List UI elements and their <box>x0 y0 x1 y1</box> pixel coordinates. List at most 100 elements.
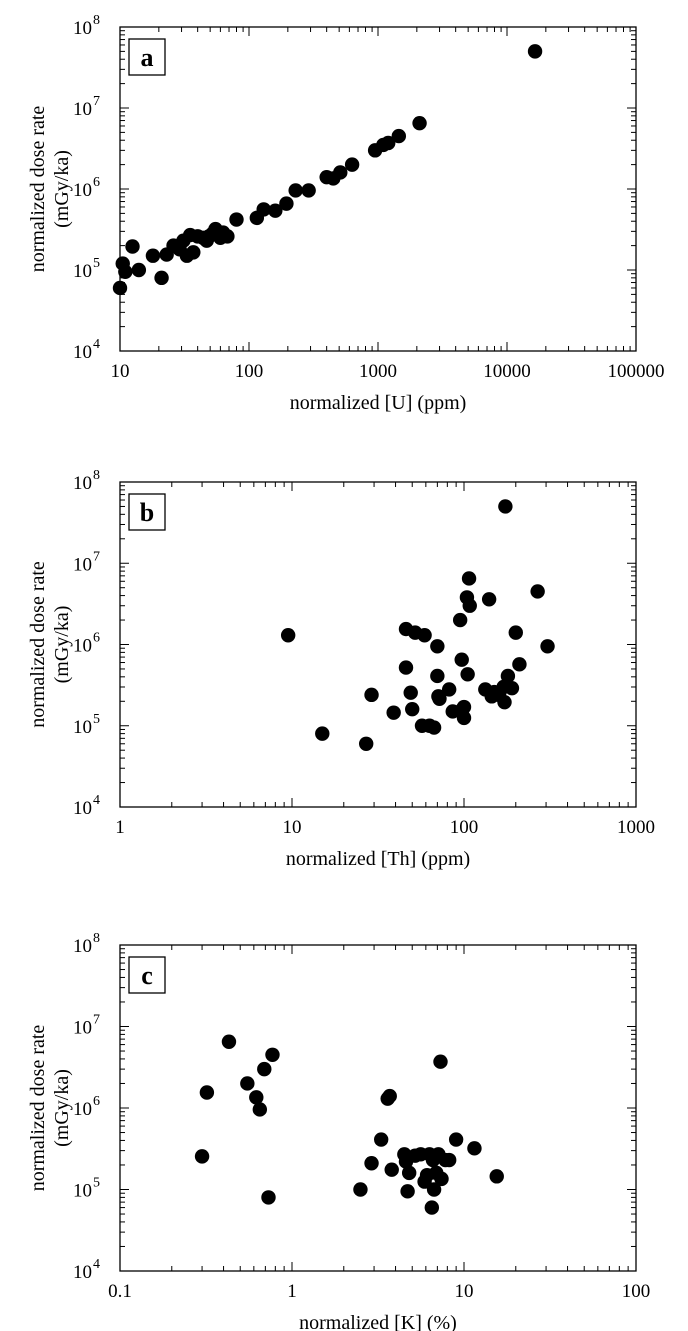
y-tick-exponent: 8 <box>93 931 100 946</box>
data-point <box>131 262 147 278</box>
data-point <box>145 248 161 263</box>
y-tick-label: 10 <box>73 717 92 738</box>
data-point <box>364 687 379 703</box>
data-point <box>315 726 330 741</box>
data-point <box>433 1054 448 1069</box>
plot-frame <box>119 26 637 352</box>
data-point <box>448 1132 464 1147</box>
data-point <box>412 115 427 131</box>
x-tick-label: 10000 <box>483 361 531 382</box>
data-point <box>489 1169 504 1184</box>
axis-ticks <box>119 26 637 352</box>
y-tick-label: 10 <box>73 473 92 494</box>
data-point <box>540 639 555 654</box>
x-axis-label: normalized [Th] (ppm) <box>286 848 470 870</box>
x-tick-label: 100000 <box>608 361 665 382</box>
panel-label-box <box>128 38 166 76</box>
y-tick-label: 10 <box>73 261 92 282</box>
data-point <box>249 1090 264 1105</box>
data-point <box>405 701 420 717</box>
axis-ticks <box>119 481 637 808</box>
data-point <box>454 652 469 667</box>
data-point <box>257 1061 272 1077</box>
data-point <box>434 1171 449 1187</box>
y-tick-label: 10 <box>73 1099 92 1120</box>
y-tick-label: 10 <box>73 1018 92 1039</box>
data-point <box>530 584 545 599</box>
data-point <box>353 1182 368 1197</box>
panel-label: c <box>141 961 153 990</box>
panel-label: b <box>140 498 154 527</box>
data-point <box>512 657 527 672</box>
data-point <box>430 639 445 654</box>
data-point <box>508 625 523 640</box>
y-tick-label: 10 <box>73 1181 92 1202</box>
axis-ticks <box>119 944 637 1272</box>
x-tick-label: 10 <box>455 1281 474 1302</box>
data-point <box>364 1156 379 1171</box>
data-point <box>432 691 447 706</box>
data-point <box>467 1141 482 1156</box>
panel-label-box <box>128 956 166 994</box>
data-point <box>279 196 294 211</box>
x-axis-label: normalized [U] (ppm) <box>290 392 467 414</box>
y-tick-exponent: 7 <box>93 549 100 564</box>
data-point <box>256 202 271 217</box>
data-point <box>382 1088 397 1104</box>
y-tick-exponent: 5 <box>93 1176 100 1191</box>
data-point <box>268 203 283 218</box>
y-tick-label: 10 <box>73 99 92 120</box>
data-point <box>154 270 169 286</box>
data-point <box>386 705 401 720</box>
data-point <box>498 499 513 514</box>
data-point <box>252 1102 268 1117</box>
data-point <box>220 229 235 244</box>
y-tick-label: 10 <box>73 798 92 819</box>
y-tick-label: 10 <box>73 636 92 657</box>
data-point <box>441 682 457 697</box>
y-tick-exponent: 8 <box>93 468 100 483</box>
panel-label-box <box>128 493 166 531</box>
x-tick-label: 10 <box>283 817 302 838</box>
y-axis-label: normalized dose rate <box>27 1025 49 1192</box>
x-tick-label: 1000 <box>359 361 397 382</box>
data-point <box>417 628 432 643</box>
x-tick-label: 10 <box>111 361 130 382</box>
data-point <box>344 157 360 172</box>
y-axis-label: normalized dose rate <box>27 561 49 728</box>
data-point <box>358 736 374 751</box>
y-tick-label: 10 <box>73 180 92 201</box>
data-point <box>381 135 396 151</box>
data-point <box>333 165 348 180</box>
x-axis-label: normalized [K] (%) <box>299 1312 457 1331</box>
data-point <box>265 1047 280 1062</box>
data-point <box>426 1182 442 1197</box>
data-point <box>280 628 296 643</box>
data-point <box>481 592 497 607</box>
data-point <box>384 1162 399 1177</box>
x-tick-label: 0.1 <box>108 1281 132 1302</box>
y-tick-exponent: 6 <box>93 631 100 646</box>
data-point <box>229 212 244 227</box>
data-point <box>424 1200 440 1215</box>
data-point <box>504 680 520 696</box>
data-point <box>301 183 316 198</box>
data-point <box>118 264 133 280</box>
data-point <box>426 720 442 735</box>
data-point <box>373 1132 389 1147</box>
x-tick-label: 100 <box>450 817 479 838</box>
x-tick-label: 1 <box>115 817 125 838</box>
data-point <box>403 685 418 700</box>
data-point <box>400 1184 415 1199</box>
data-point <box>112 280 128 296</box>
x-tick-label: 1000 <box>617 817 655 838</box>
y-tick-exponent: 5 <box>93 712 100 727</box>
data-point <box>452 612 468 628</box>
data-point <box>462 598 477 613</box>
y-tick-exponent: 8 <box>93 13 100 28</box>
y-tick-exponent: 5 <box>93 256 100 271</box>
data-point <box>391 128 407 144</box>
x-tick-label: 1 <box>287 1281 297 1302</box>
